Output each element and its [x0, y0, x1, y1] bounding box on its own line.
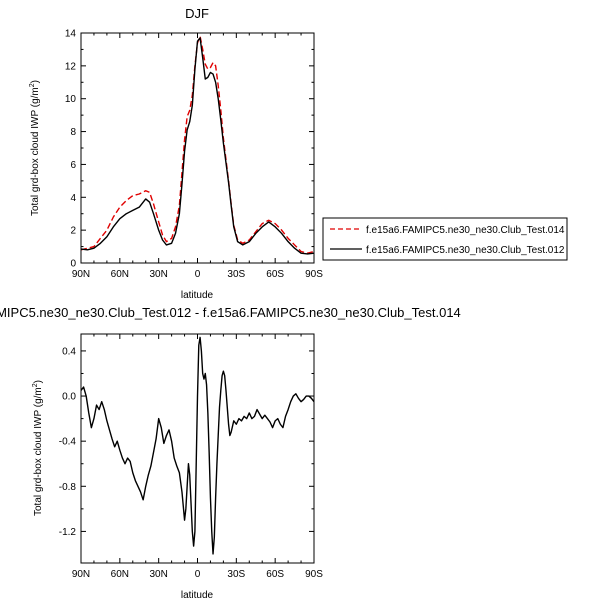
top-y-tick-label: 0 — [70, 259, 76, 270]
bottom-y-axis-label-end: ) — [33, 380, 44, 383]
bottom-x-tick-label: 30S — [227, 569, 245, 580]
top-y-tick-label: 12 — [65, 61, 77, 72]
bottom-y-tick-label: -1.2 — [59, 527, 77, 538]
legend-label-014: f.e15a6.FAMIPC5.ne30_ne30.Club_Test.014 — [366, 225, 565, 236]
top-series-line-0 — [80, 35, 315, 254]
top-chart-title: DJF — [185, 6, 209, 21]
top-y-axis: 0 2 4 6 8 10 12 14 — [65, 29, 314, 270]
bottom-x-axis: 90N 60N 30N 0 30S 60S 90S — [72, 334, 323, 580]
top-y-axis-label-sup: 2 — [29, 83, 36, 87]
bottom-x-tick-label: 60S — [266, 569, 284, 580]
top-x-axis-label: latitude — [181, 290, 214, 301]
top-x-tick-label: 0 — [195, 269, 201, 280]
top-series-line-1 — [80, 37, 315, 255]
top-panel: DJF 90N 60N 30N 0 30S 60S 90S 0 2 4 6 8 10 12 14 lati… — [29, 6, 323, 301]
bottom-y-axis-label-main: Total grd-box cloud IWP (g/m — [33, 387, 44, 516]
bottom-y-axis-label-sup: 2 — [32, 383, 39, 387]
top-y-tick-label: 4 — [70, 193, 76, 204]
legend-box — [322, 217, 568, 261]
bottom-plot-series — [80, 336, 315, 555]
bottom-plot-frame — [80, 333, 315, 564]
top-y-tick-label: 6 — [70, 160, 76, 171]
legend: f.e15a6.FAMIPC5.ne30_ne30.Club_Test.014 … — [322, 217, 568, 261]
bottom-y-tick-label: 0.0 — [62, 392, 76, 403]
legend-label-012: f.e15a6.FAMIPC5.ne30_ne30.Club_Test.012 — [366, 245, 565, 256]
bottom-x-axis-label: latitude — [181, 590, 214, 601]
top-y-axis-label: Total grd-box cloud IWP (g/m2) — [29, 80, 41, 216]
top-x-tick-label: 30S — [227, 269, 245, 280]
bottom-y-axis: 0.4 0.0 -0.4 -0.8 -1.2 — [59, 346, 314, 538]
top-plot-series — [80, 35, 315, 255]
bottom-x-tick-label: 0 — [195, 569, 201, 580]
top-y-axis-label-end: ) — [30, 80, 41, 83]
bottom-series-line-0 — [80, 336, 315, 555]
top-x-tick-label: 90S — [305, 269, 323, 280]
top-y-axis-label-main: Total grd-box cloud IWP (g/m — [30, 87, 41, 216]
top-y-tick-label: 2 — [70, 226, 76, 237]
top-x-axis: 90N 60N 30N 0 30S 60S 90S — [72, 33, 323, 280]
top-x-tick-label: 30N — [149, 269, 167, 280]
bottom-panel: f.e15a6.FAMIPC5.ne30_ne30.Club_Test.012 … — [0, 305, 461, 601]
bottom-y-tick-label: 0.4 — [62, 346, 76, 357]
top-y-tick-label: 10 — [65, 94, 77, 105]
bottom-y-tick-label: -0.4 — [59, 437, 77, 448]
bottom-y-axis-label: Total grd-box cloud IWP (g/m2) — [32, 380, 44, 516]
bottom-x-tick-label: 60N — [111, 569, 129, 580]
top-x-tick-label: 60S — [266, 269, 284, 280]
bottom-chart-title: f.e15a6.FAMIPC5.ne30_ne30.Club_Test.012 … — [0, 305, 461, 320]
top-x-tick-label: 90N — [72, 269, 90, 280]
bottom-x-tick-label: 90N — [72, 569, 90, 580]
bottom-x-tick-label: 30N — [149, 569, 167, 580]
top-plot-frame — [80, 32, 315, 264]
top-y-tick-label: 14 — [65, 29, 77, 40]
top-x-tick-label: 60N — [111, 269, 129, 280]
bottom-y-tick-label: -0.8 — [59, 482, 77, 493]
top-y-tick-label: 8 — [70, 127, 76, 138]
bottom-x-tick-label: 90S — [305, 569, 323, 580]
